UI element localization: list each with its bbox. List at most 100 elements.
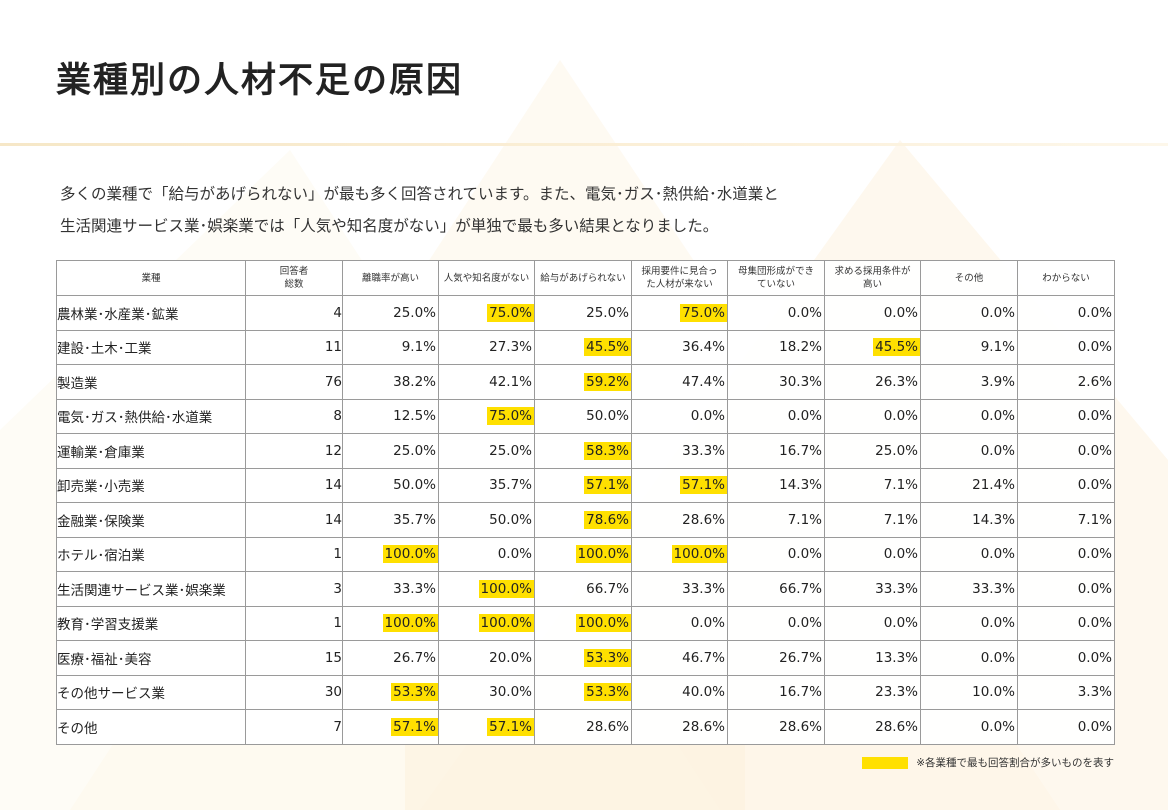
percentage-cell: 35.7% xyxy=(438,467,535,503)
cause-table: 業種 回答者 総数 離職率が高い 人気や知名度がない 給与があげられない 採用要件… xyxy=(56,260,1115,745)
percentage-cell: 33.3% xyxy=(920,571,1018,607)
percentage-cell: 33.3% xyxy=(824,571,921,607)
percentage-value: 30.0% xyxy=(489,684,532,701)
percentage-cell: 50.0% xyxy=(438,502,535,538)
percentage-cell: 14.3% xyxy=(920,502,1018,538)
respondent-count-cell: 12 xyxy=(245,433,343,469)
table-row: 金融業･保険業 14 35.7% 50.0% 78.6% 28.6% 7.1% 7.1% 14.… xyxy=(56,502,1115,538)
percentage-cell: 16.7% xyxy=(727,674,825,710)
header-cause-3: 給与があげられない xyxy=(534,260,632,296)
respondent-count-cell: 3 xyxy=(245,571,343,607)
percentage-cell: 45.5% xyxy=(824,329,921,365)
respondent-count-cell: 4 xyxy=(245,295,343,331)
highlighted-value: 57.1% xyxy=(391,717,438,736)
percentage-cell: 0.0% xyxy=(920,605,1018,641)
percentage-value: 28.6% xyxy=(875,718,918,735)
percentage-value: 0.0% xyxy=(787,304,822,321)
percentage-cell: 7.1% xyxy=(824,502,921,538)
percentage-value: 33.3% xyxy=(972,580,1015,597)
percentage-value: 0.0% xyxy=(690,408,725,425)
percentage-value: 0.0% xyxy=(787,615,822,632)
percentage-value: 14.3% xyxy=(972,511,1015,528)
percentage-cell: 25.0% xyxy=(342,433,439,469)
percentage-value: 0.0% xyxy=(1077,304,1112,321)
percentage-value: 9.1% xyxy=(980,339,1015,356)
percentage-value: 0.0% xyxy=(980,718,1015,735)
percentage-cell: 57.1% xyxy=(438,709,535,745)
percentage-value: 7.1% xyxy=(883,511,918,528)
respondent-count-cell: 11 xyxy=(245,329,343,365)
legend: ※各業種で最も回答割合が多いものを表す xyxy=(862,755,1114,770)
header-cause-line1: 採用要件に見合っ xyxy=(641,266,718,277)
percentage-value: 26.3% xyxy=(875,373,918,390)
respondent-count-cell: 1 xyxy=(245,605,343,641)
percentage-value: 28.6% xyxy=(682,718,725,735)
percentage-value: 28.6% xyxy=(586,718,629,735)
percentage-cell: 78.6% xyxy=(534,502,632,538)
percentage-cell: 0.0% xyxy=(1017,433,1115,469)
highlighted-value: 53.3% xyxy=(584,683,631,702)
highlighted-value: 75.0% xyxy=(680,303,727,322)
percentage-cell: 35.7% xyxy=(342,502,439,538)
percentage-value: 25.0% xyxy=(489,442,532,459)
percentage-value: 18.2% xyxy=(779,339,822,356)
percentage-cell: 30.0% xyxy=(438,674,535,710)
percentage-value: 16.7% xyxy=(779,684,822,701)
percentage-value: 0.0% xyxy=(1077,442,1112,459)
percentage-cell: 0.0% xyxy=(631,605,728,641)
intro-line-2: 生活関連サービス業･娯楽業では「人気や知名度がない」が単独で最も多い結果となりま… xyxy=(60,217,719,235)
percentage-cell: 100.0% xyxy=(342,536,439,572)
header-cause-line1: わからない xyxy=(1042,272,1090,284)
respondent-count-cell: 7 xyxy=(245,709,343,745)
percentage-cell: 38.2% xyxy=(342,364,439,400)
table-header-row: 業種 回答者 総数 離職率が高い 人気や知名度がない 給与があげられない 採用要件… xyxy=(56,260,1115,296)
header-cause-line1: 人気や知名度がない xyxy=(443,272,530,284)
percentage-value: 30.3% xyxy=(779,373,822,390)
table-row: 電気･ガス･熱供給･水道業 8 12.5% 75.0% 50.0% 0.0% 0.0% 0.0… xyxy=(56,398,1115,434)
percentage-cell: 42.1% xyxy=(438,364,535,400)
highlighted-value: 57.1% xyxy=(487,717,534,736)
highlighted-value: 57.1% xyxy=(584,476,631,495)
percentage-value: 25.0% xyxy=(586,304,629,321)
percentage-cell: 53.3% xyxy=(534,674,632,710)
percentage-value: 0.0% xyxy=(1077,718,1112,735)
percentage-cell: 0.0% xyxy=(920,398,1018,434)
percentage-cell: 100.0% xyxy=(534,605,632,641)
percentage-cell: 47.4% xyxy=(631,364,728,400)
highlighted-value: 100.0% xyxy=(478,579,534,598)
percentage-cell: 0.0% xyxy=(920,640,1018,676)
highlighted-value: 45.5% xyxy=(584,338,631,357)
percentage-cell: 0.0% xyxy=(727,605,825,641)
header-cause-line2: 高い xyxy=(862,279,882,290)
percentage-value: 0.0% xyxy=(980,408,1015,425)
percentage-cell: 0.0% xyxy=(920,433,1018,469)
highlighted-value: 59.2% xyxy=(584,372,631,391)
percentage-cell: 57.1% xyxy=(631,467,728,503)
percentage-cell: 25.0% xyxy=(534,295,632,331)
percentage-cell: 0.0% xyxy=(920,295,1018,331)
respondent-count-cell: 1 xyxy=(245,536,343,572)
percentage-value: 0.0% xyxy=(980,649,1015,666)
header-cause-1: 離職率が高い xyxy=(342,260,439,296)
percentage-cell: 28.6% xyxy=(824,709,921,745)
header-cause-4: 採用要件に見合っ た人材が来ない xyxy=(631,260,728,296)
percentage-value: 10.0% xyxy=(972,684,1015,701)
percentage-value: 28.6% xyxy=(779,718,822,735)
industry-cell: 運輸業･倉庫業 xyxy=(56,433,246,469)
percentage-value: 0.0% xyxy=(1077,649,1112,666)
percentage-value: 0.0% xyxy=(1077,615,1112,632)
page-title: 業種別の人材不足の原因 xyxy=(56,61,464,101)
table-row: 農林業･水産業･鉱業 4 25.0% 75.0% 25.0% 75.0% 0.0% 0.0% 0… xyxy=(56,295,1115,331)
highlighted-value: 75.0% xyxy=(487,303,534,322)
highlighted-value: 75.0% xyxy=(487,407,534,426)
percentage-cell: 0.0% xyxy=(727,398,825,434)
percentage-value: 0.0% xyxy=(787,408,822,425)
highlighted-value: 53.3% xyxy=(391,683,438,702)
percentage-value: 25.0% xyxy=(875,442,918,459)
header-cause-line2: ていない xyxy=(756,279,795,290)
percentage-cell: 30.3% xyxy=(727,364,825,400)
percentage-value: 0.0% xyxy=(980,546,1015,563)
percentage-cell: 14.3% xyxy=(727,467,825,503)
header-cause-line1: 求める採用条件が xyxy=(834,266,911,277)
percentage-value: 3.3% xyxy=(1077,684,1112,701)
